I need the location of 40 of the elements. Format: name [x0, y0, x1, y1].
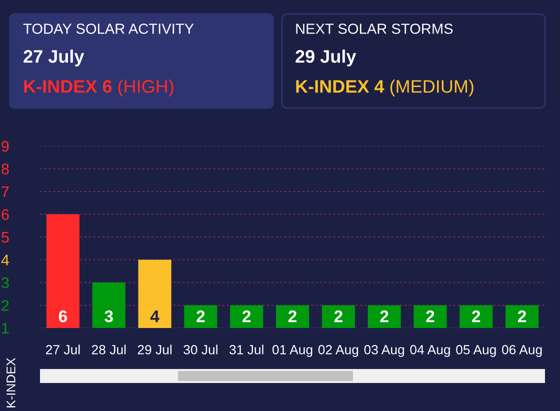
data-label: 2: [196, 310, 205, 322]
text: NEXT SOLAR STORMS: [296, 24, 453, 34]
y-tick-label: 8: [2, 164, 9, 174]
y-tick-label: 9: [2, 140, 9, 152]
y-tick-label: 6: [2, 209, 9, 220]
text: (HIGH): [118, 80, 174, 96]
x-tick-label: 02 Aug: [318, 345, 358, 357]
data-label: 6: [58, 310, 67, 322]
y-tick-label: 3: [2, 277, 9, 288]
x-tick-label: 30 Jul: [184, 344, 218, 354]
data-label: 3: [104, 310, 113, 322]
data-label: 2: [334, 310, 342, 322]
y-tick-label: 4: [1, 254, 9, 266]
text: K-INDEX 6: [24, 80, 112, 93]
text: K-INDEX 4: [296, 80, 384, 93]
data-label: 2: [472, 310, 480, 322]
data-label: 2: [518, 310, 526, 322]
data-label: 2: [426, 310, 434, 322]
x-tick-label: 28 Jul: [92, 344, 126, 354]
y-tick-label: 7: [2, 186, 9, 198]
x-tick-label: 03 Aug: [364, 345, 404, 357]
text: TODAY SOLAR ACTIVITY: [23, 24, 194, 34]
x-tick-label: 01 Aug: [272, 345, 312, 357]
data-label: 2: [288, 310, 296, 322]
x-tick-label: 27 Jul: [46, 344, 80, 354]
x-tick-label: 31 Jul: [229, 344, 264, 354]
data-label: 2: [380, 310, 388, 322]
data-label: 4: [150, 310, 160, 322]
y-tick-label: 1: [2, 323, 9, 334]
text: 27 July: [24, 50, 84, 66]
y-tick-label: 5: [2, 232, 9, 243]
x-tick-label: 29 Jul: [138, 344, 172, 354]
data-label: 2: [242, 310, 251, 322]
x-tick-label: 06 Aug: [502, 345, 542, 357]
x-tick-label: 05 Aug: [456, 345, 496, 357]
y-axis-title: K-INDEX: [6, 358, 16, 408]
text: (MEDIUM): [390, 80, 474, 96]
x-tick-label: 04 Aug: [410, 345, 450, 357]
text: 29 July: [296, 50, 356, 66]
y-tick-label: 2: [2, 300, 9, 311]
